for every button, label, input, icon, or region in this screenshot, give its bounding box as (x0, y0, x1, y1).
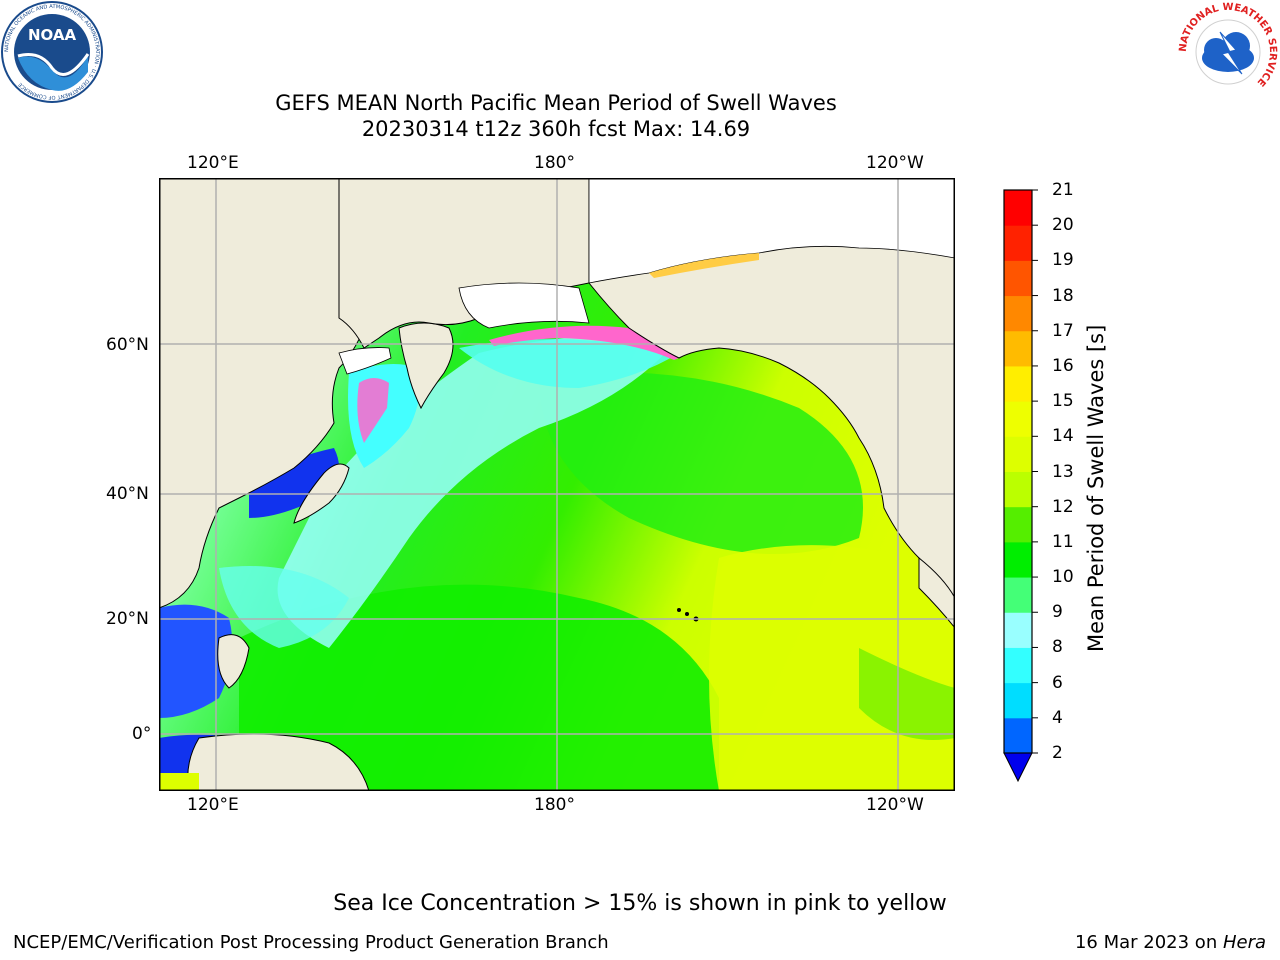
colorbar-bin (1004, 260, 1032, 297)
map-title-line1: GEFS MEAN North Pacific Mean Period of S… (275, 91, 837, 115)
colorbar-tick-label: 6 (1052, 672, 1063, 693)
colorbar-bin (1004, 541, 1032, 578)
lon-tick-top-120w: 120°W (866, 153, 924, 173)
colorbar-tick-label: 17 (1052, 320, 1074, 341)
colorbar-tick-label: 20 (1052, 215, 1074, 236)
map-panel (159, 178, 955, 791)
colorbar-tick-label: 12 (1052, 496, 1074, 517)
colorbar-tick-label: 2 (1052, 743, 1063, 763)
colorbar-bin (1004, 717, 1032, 754)
footer-machine: Hera (1222, 932, 1266, 953)
lat-tick-40n: 40°N (106, 484, 149, 504)
lat-tick-20n: 20°N (106, 609, 149, 629)
yellow-zone-east (709, 545, 955, 791)
colorbar-tick-label: 16 (1052, 355, 1074, 376)
colorbar-bin (1004, 612, 1032, 648)
colorbar-tick-label: 13 (1052, 461, 1074, 482)
colorbar-bin (1004, 647, 1032, 684)
colorbar-tick-label: 18 (1052, 285, 1074, 306)
lon-tick-bottom-180: 180° (534, 795, 575, 815)
noaa-logo-text: NOAA (28, 26, 77, 44)
cyan-swath (277, 335, 679, 648)
sea-ice-okhotsk (357, 378, 389, 443)
colorbar-label: Mean Period of Swell Waves [s] (1084, 324, 1108, 652)
colorbar-bin (1004, 225, 1032, 261)
colorbar-bin (1004, 682, 1032, 719)
lat-tick-60n: 60°N (106, 335, 149, 355)
sea-ice-bering (489, 325, 684, 360)
land-philippines (217, 634, 250, 689)
colorbar (1000, 186, 1040, 786)
colorbar-bin (1004, 330, 1032, 367)
noaa-logo: NOAA NATIONAL OCEANIC AND ATMOSPHERIC AD… (0, 0, 104, 104)
colorbar-bin (1004, 401, 1032, 437)
colorbar-tick-label: 14 (1052, 426, 1074, 447)
sea-of-japan (249, 448, 339, 518)
land-hawaii-2 (685, 612, 689, 616)
colorbar-bin (1004, 295, 1032, 332)
colorbar-bin (1004, 577, 1032, 613)
cyan-patch-west (219, 566, 349, 648)
colorbar-bin (1004, 471, 1032, 508)
colorbar-bin (1004, 436, 1032, 472)
colorbar-tick-label: 9 (1052, 602, 1063, 623)
colorbar-tick-label: 4 (1052, 707, 1063, 728)
colorbar-tick-label: 10 (1052, 567, 1074, 588)
sea-ice-arctic-edge (649, 253, 759, 278)
footer-left: NCEP/EMC/Verification Post Processing Pr… (13, 932, 609, 953)
footer-date: 16 Mar 2023 on (1074, 932, 1223, 953)
green-band-north (539, 372, 863, 554)
lon-tick-top-180: 180° (534, 153, 575, 173)
sea-ice-note: Sea Ice Concentration > 15% is shown in … (333, 891, 947, 916)
colorbar-tick-label: 11 (1052, 531, 1074, 552)
south-china-sea (159, 604, 233, 718)
colorbar-svg (1003, 189, 1038, 783)
colorbar-tick-label: 15 (1052, 391, 1074, 412)
lon-tick-top-120e: 120°E (187, 153, 239, 173)
ice-bering (458, 282, 590, 329)
colorbar-bin (1004, 365, 1032, 402)
lat-tick-0: 0° (132, 724, 152, 744)
land-hawaii-1 (677, 608, 681, 612)
green-band-south (239, 584, 719, 791)
bering-shelf (459, 339, 679, 388)
ice-okhotsk (338, 347, 392, 375)
map-title-line2: 20230314 t12z 360h fcst Max: 14.69 (361, 117, 751, 141)
land-baja (918, 556, 955, 629)
map-frame (159, 178, 955, 791)
lon-tick-bottom-120e: 120°E (187, 795, 239, 815)
footer-right: 16 Mar 2023 on Hera (1075, 932, 1266, 954)
lon-tick-bottom-120w: 120°W (866, 795, 924, 815)
colorbar-bin (1004, 506, 1032, 543)
colorbar-tick-label: 19 (1052, 250, 1074, 271)
colorbar-extend-arrow (1003, 752, 1033, 783)
colorbar-tick-label: 21 (1052, 180, 1074, 200)
green-patch-east (859, 648, 955, 740)
yellow-strip-southwest (159, 773, 199, 791)
colorbar-tick-label: 8 (1052, 637, 1063, 658)
colorbar-bin (1004, 190, 1032, 226)
graticule (159, 178, 955, 791)
nws-logo: NATIONAL WEATHER SERVICE (1176, 0, 1280, 104)
swell-period-map (159, 178, 955, 791)
